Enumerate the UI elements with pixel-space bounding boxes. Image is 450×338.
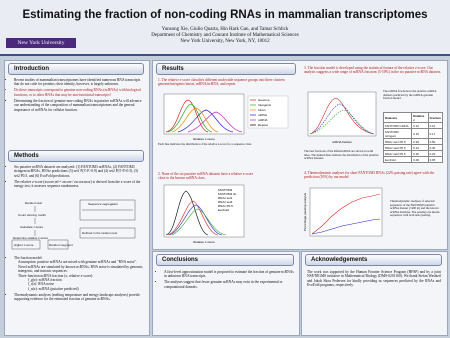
- caption: The ncRNA fractions in the putative ncRN…: [383, 89, 437, 101]
- table-cell: Datasets: [382, 112, 413, 123]
- bullet: Determining the fraction of genuine non-…: [14, 99, 144, 112]
- sub-list: Assumption: putative ncRNAs are mixed wi…: [14, 260, 144, 291]
- diagram-label: Higher z-score: [14, 243, 34, 247]
- bullet: The relative z-score (zscore,rel = zscor…: [14, 180, 144, 189]
- affiliation: Department of Chemistry and Courant Inst…: [151, 33, 299, 38]
- bullet: A first-level approximation model is pro…: [164, 270, 294, 279]
- result-text: 1. The relative z-score classifies diffe…: [158, 78, 286, 87]
- table-cell: 0.05: [427, 156, 444, 163]
- bullet: Thermodynamic analyses (melting temperat…: [14, 293, 144, 302]
- bullet: The analyses suggest that fewer genuine …: [164, 280, 294, 289]
- sub-item: f_r(z): RNA noise: [28, 282, 54, 287]
- result-text: 4. Thermodynamic analyses for short FANT…: [304, 171, 435, 180]
- table-cell: EvoFold: [382, 156, 413, 163]
- method-diagram: Random test Sequence segregation Count w…: [11, 199, 136, 250]
- diagram-label: Determine relative z-score: [13, 236, 48, 240]
- sub-item: f_n(z): ncRNA (putative predicted): [28, 286, 79, 291]
- table-row: EvoFold 0.09 0.05: [382, 156, 444, 163]
- conclusions-text: A first-level approximation model is pro…: [158, 270, 294, 291]
- legend-label: mRNA: [258, 113, 267, 117]
- legend-label: FANTOM3 str.: [218, 192, 237, 196]
- result-text: 3. The fraction model is developed using…: [304, 66, 442, 75]
- table-row: FANTOM3 stringent 0.15 0.17: [382, 128, 444, 139]
- section-heading: Results: [156, 63, 296, 75]
- bullet: Recent studies of mammalian transcriptom…: [14, 78, 144, 87]
- caption: The best fractions of the Rfam/ncRNA are…: [304, 149, 379, 161]
- diagram-label: Defined in the random test: [82, 231, 117, 235]
- bullet: Six putative ncRNA datasets are analyzed…: [14, 165, 144, 178]
- axis-label: ncRNA fraction: [332, 140, 352, 144]
- table: Datasets Relative z Fraction FANTOM3 ncRNA 0…: [382, 112, 444, 163]
- text: The fraction model:: [14, 256, 43, 260]
- bullet: Do these transcripts correspond to genui…: [14, 88, 144, 97]
- left-panel: [4, 60, 150, 336]
- legend-label: RNAz set1: [218, 196, 233, 200]
- diagram-label: Count winning motifs: [18, 213, 46, 217]
- axis-label: Relative z-score: [193, 137, 215, 141]
- address: New York University, New York, NY, 10012: [180, 39, 270, 44]
- table-cell: 0.15: [411, 128, 429, 139]
- figure-4: Percentage passing analysis: [303, 187, 383, 237]
- legend-label: RNAz P0.5: [218, 204, 233, 208]
- result-text: 2. None of the six putative ncRNA datase…: [158, 172, 254, 181]
- legend-label: EvoFold: [218, 208, 229, 212]
- legend-label: Genome: [258, 98, 270, 102]
- sub-item: Three-function ncRNA fraction (x, relati…: [18, 273, 94, 278]
- section-heading: Methods: [8, 150, 144, 162]
- title: Estimating the fraction of non-coding RN…: [22, 9, 428, 21]
- sub-item: f_g(z): ncRNA fraction: [28, 278, 62, 283]
- table-cell: 0.09: [411, 156, 429, 163]
- sub-item: Assumption: putative ncRNAs are mixed wi…: [18, 260, 137, 265]
- legend-label: Repeat: [258, 123, 268, 127]
- table-cell: FANTOM3 stringent: [382, 128, 413, 139]
- diagram-label: Sequence segregation: [88, 202, 118, 206]
- figure-3: ncRNA fraction: [307, 91, 377, 144]
- figure-1: Relative z-score GenomeIntergenicIntronm…: [163, 93, 289, 141]
- methods-text: Six putative ncRNA datasets are analyzed…: [8, 165, 144, 190]
- sub-item: Novel ncRNAs are simulated by known ncRN…: [18, 264, 144, 274]
- axis-label: Percentage passing analysis: [303, 192, 307, 231]
- legend-label: Intergenic: [258, 103, 272, 107]
- intro-text: Recent studies of mammalian transcriptom…: [8, 78, 144, 114]
- diagram-label: Calculate z-score: [20, 225, 44, 229]
- table-cell: 0.17: [427, 128, 444, 139]
- table-cell: Relative z: [411, 112, 429, 123]
- legend-label: FANTOM3: [218, 188, 232, 192]
- caption: Thermodynamic analyses of selected seque…: [390, 199, 440, 218]
- caption: Each line indicates the distribution of …: [158, 142, 252, 146]
- table-row: Datasets Relative z Fraction: [382, 112, 444, 123]
- model-text: The fraction model: Assumption: putative…: [8, 256, 144, 303]
- authors: Yunsong Xie, Giulio Quarta, Hin Hark Gan…: [161, 27, 289, 32]
- fraction-table: Datasets Relative z Fraction FANTOM3 ncRNA 0…: [382, 112, 444, 163]
- logo: New York University: [6, 38, 76, 48]
- section-heading: Acknowledgements: [305, 254, 442, 266]
- table-cell: Fraction: [427, 112, 444, 123]
- diagram-label: Random segment: [49, 243, 73, 247]
- legend-label: Intron: [258, 108, 266, 112]
- section-heading: Introduction: [8, 63, 144, 75]
- bullet: The fraction model: Assumption: putative…: [14, 256, 144, 291]
- legend-label: ncRNA: [258, 118, 268, 122]
- diagram-label: Random test: [25, 201, 42, 205]
- legend-label: RNAz set2: [218, 200, 233, 204]
- axis-label: Relative z-score: [193, 240, 215, 244]
- section-heading: Conclusions: [156, 254, 294, 266]
- ack-text: The work was supported by the Human Fron…: [307, 270, 441, 288]
